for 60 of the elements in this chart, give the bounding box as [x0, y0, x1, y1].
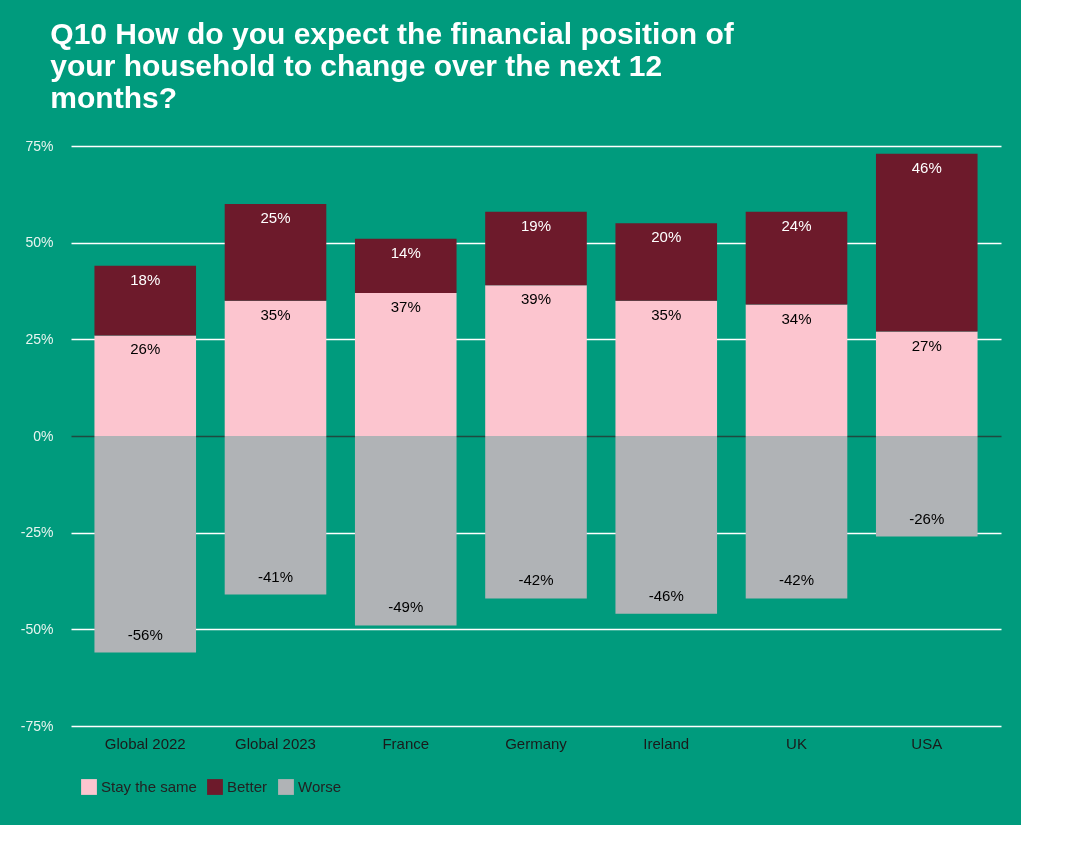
- bar: [485, 285, 587, 436]
- data-label: 46%: [911, 158, 942, 176]
- bar: [485, 211, 587, 286]
- x-tick-label: Global 2023: [235, 734, 316, 752]
- bar: [615, 436, 718, 614]
- y-tick-label: -75%: [20, 717, 54, 734]
- x-tick-label: Ireland: [643, 734, 690, 752]
- data-label: 18%: [130, 270, 161, 288]
- legend-label: Stay the same: [101, 778, 197, 795]
- chart-title: Q10 How do you expect the financial position of your household to change over the next 12 months?: [50, 17, 735, 114]
- data-label: 19%: [520, 216, 552, 234]
- x-tick-label: UK: [786, 734, 807, 752]
- data-label: 35%: [651, 305, 682, 323]
- x-tick-label: USA: [911, 734, 943, 752]
- data-label: 34%: [781, 309, 812, 327]
- bar: [94, 265, 197, 336]
- data-label: -41%: [257, 567, 294, 585]
- data-label: 35%: [260, 305, 291, 323]
- x-tick-label: Germany: [505, 734, 568, 752]
- bar: [354, 436, 457, 626]
- bar: [224, 436, 327, 595]
- data-label: 26%: [130, 340, 161, 358]
- data-label: -26%: [909, 509, 945, 527]
- y-tick-label: 0%: [33, 427, 54, 444]
- data-label: -46%: [648, 586, 684, 604]
- data-label: 14%: [390, 243, 421, 261]
- bar: [745, 436, 848, 599]
- legend-label: Worse: [298, 778, 342, 795]
- bar: [875, 153, 978, 332]
- bar: [224, 300, 327, 436]
- y-tick-label: 50%: [25, 234, 54, 251]
- data-label: 39%: [520, 290, 552, 308]
- y-tick-label: -50%: [20, 620, 54, 637]
- bar: [615, 300, 718, 436]
- y-tick-label: 25%: [25, 330, 54, 347]
- bar: [94, 436, 197, 653]
- bar: [745, 304, 848, 436]
- bar: [485, 436, 587, 599]
- x-tick-label: Global 2022: [104, 734, 186, 752]
- y-tick-label: -25%: [20, 524, 54, 541]
- bar: [224, 204, 327, 301]
- bar: [615, 223, 718, 301]
- data-label: 25%: [260, 209, 291, 226]
- bar: [875, 436, 978, 537]
- legend-label: Better: [227, 778, 268, 795]
- bar: [94, 335, 197, 436]
- data-label: 20%: [651, 228, 682, 246]
- data-label: 24%: [781, 216, 812, 234]
- data-label: -56%: [127, 625, 163, 643]
- data-label: -42%: [518, 571, 554, 589]
- data-label: -42%: [778, 571, 815, 589]
- bar: [354, 238, 457, 293]
- y-tick-label: 75%: [25, 137, 54, 154]
- bar: [745, 211, 848, 305]
- data-label: 37%: [390, 297, 421, 315]
- x-tick-label: France: [382, 734, 430, 752]
- data-label: -49%: [388, 598, 424, 616]
- bar: [875, 331, 978, 436]
- data-label: 27%: [911, 336, 942, 354]
- bar: [354, 292, 457, 436]
